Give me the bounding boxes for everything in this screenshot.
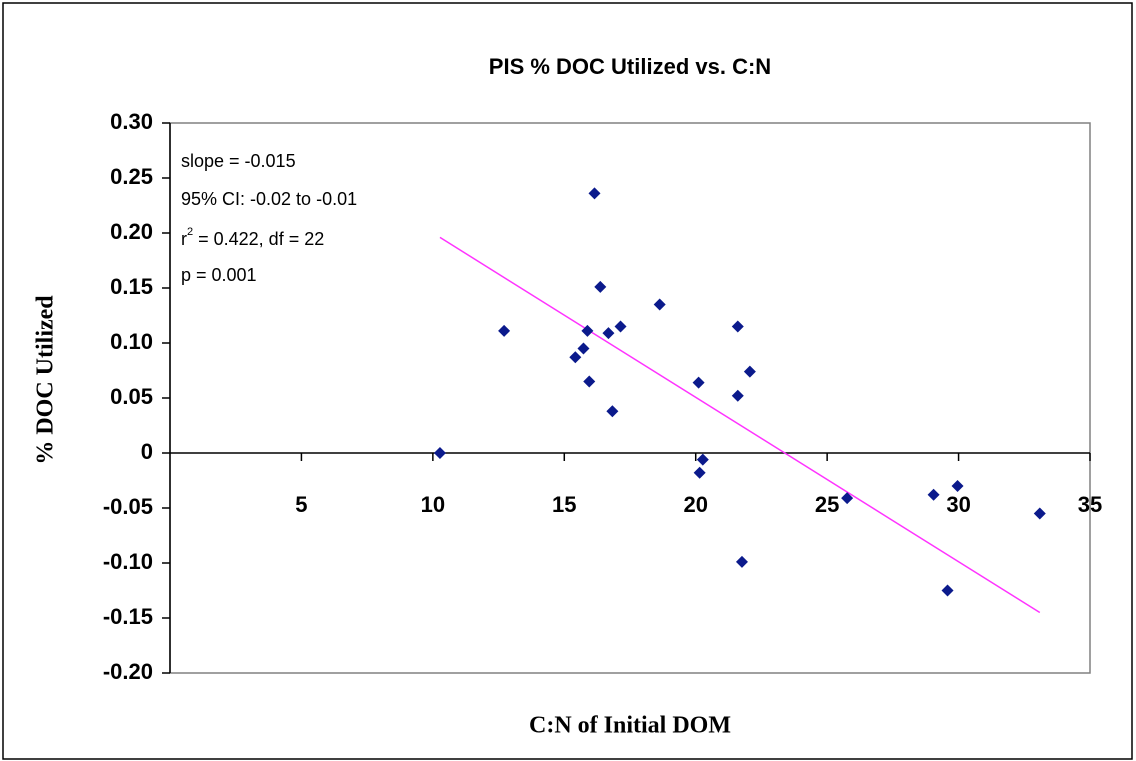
data-point: [927, 488, 940, 501]
data-point: [1033, 507, 1046, 520]
data-point: [594, 280, 607, 293]
y-tick-label: -0.05: [103, 494, 153, 519]
data-point: [693, 466, 706, 479]
data-point: [581, 324, 594, 337]
data-point: [731, 320, 744, 333]
data-point: [731, 389, 744, 402]
y-tick-label: 0.25: [110, 164, 153, 189]
data-point: [577, 342, 590, 355]
data-point: [951, 480, 964, 492]
x-tick-label: 5: [295, 492, 307, 517]
trend-line: [439, 236, 1041, 614]
data-point: [606, 405, 619, 418]
annotation-sup: 2: [187, 226, 193, 238]
data-point: [602, 327, 615, 340]
y-tick-label: -0.10: [103, 549, 153, 574]
y-tick-label: 0.10: [110, 329, 153, 354]
data-point: [743, 365, 756, 378]
y-tick-label: -0.20: [103, 659, 153, 684]
annotation: p = 0.001: [181, 265, 257, 285]
data-point: [696, 453, 709, 466]
data-point: [735, 555, 748, 568]
data-point: [692, 376, 705, 389]
data-point: [653, 298, 666, 311]
y-tick-label: 0.30: [110, 109, 153, 134]
plot-area: [169, 122, 1091, 674]
x-tick-label: 25: [815, 492, 839, 517]
y-tick-label: 0.05: [110, 384, 153, 409]
x-tick-label: 30: [946, 492, 970, 517]
y-axis-label: % DOC Utilized: [33, 295, 59, 465]
data-point: [941, 584, 954, 597]
data-point: [498, 324, 511, 337]
y-tick-label: -0.15: [103, 604, 153, 629]
x-tick-label: 35: [1078, 492, 1102, 517]
x-axis-label: C:N of Initial DOM: [529, 713, 731, 739]
annotation-part: = 0.422, df = 22: [193, 229, 324, 249]
annotation-part: r: [181, 229, 187, 249]
annotation: 95% CI: -0.02 to -0.01: [181, 189, 357, 209]
x-tick-label: 10: [421, 492, 445, 517]
y-tick-label: 0.20: [110, 219, 153, 244]
annotation: r2 = 0.422, df = 22: [181, 226, 324, 249]
annotation: slope = -0.015: [181, 151, 296, 171]
x-tick-label: 20: [683, 492, 707, 517]
data-point: [614, 320, 627, 333]
data-point: [583, 375, 596, 388]
y-tick-label: 0: [141, 439, 153, 464]
chart-title: PIS % DOC Utilized vs. C:N: [489, 54, 771, 79]
x-tick-label: 15: [552, 492, 576, 517]
data-point: [569, 351, 582, 364]
data-point: [433, 447, 446, 459]
y-tick-label: 0.15: [110, 274, 153, 299]
data-point: [841, 492, 854, 505]
data-point: [588, 187, 601, 200]
